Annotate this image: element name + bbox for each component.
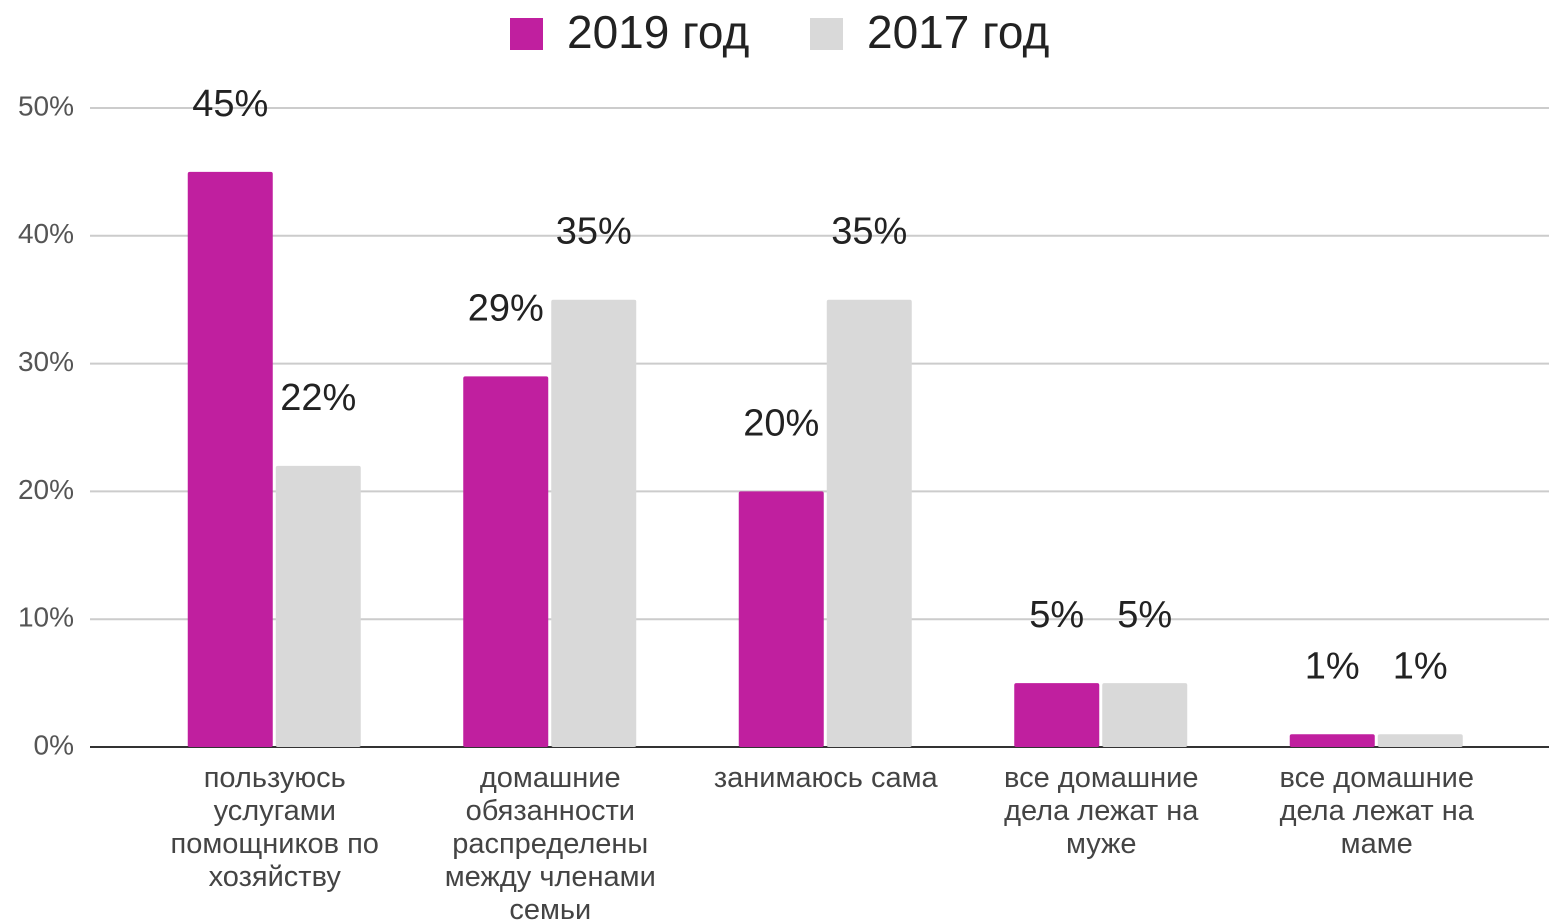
x-tick-label: пользуюсь услугами помощников по хозяйст… bbox=[170, 762, 379, 893]
value-label: 35% bbox=[556, 211, 632, 253]
bar bbox=[1014, 683, 1100, 747]
legend-swatch bbox=[510, 18, 543, 50]
y-tick-label: 40% bbox=[18, 218, 74, 249]
x-tick-label: домашние обязанности распределены между … bbox=[444, 762, 656, 923]
value-label: 1% bbox=[1393, 645, 1448, 687]
bar bbox=[551, 299, 637, 747]
bar bbox=[826, 299, 912, 747]
value-label: 29% bbox=[468, 287, 544, 329]
y-tick-label: 0% bbox=[34, 729, 74, 760]
legend-label: 2019 год bbox=[567, 6, 749, 58]
bar bbox=[1102, 683, 1188, 747]
bar bbox=[1289, 734, 1375, 747]
value-label: 1% bbox=[1305, 645, 1360, 687]
y-tick-label: 50% bbox=[18, 90, 74, 121]
bar bbox=[463, 376, 549, 747]
bar bbox=[1377, 734, 1463, 747]
y-tick-label: 20% bbox=[18, 474, 74, 505]
value-label: 5% bbox=[1029, 594, 1084, 636]
value-label: 35% bbox=[831, 211, 907, 253]
y-tick-label: 30% bbox=[18, 346, 74, 377]
x-tick-label: все домашние дела лежат на муже bbox=[1004, 762, 1199, 860]
y-tick-label: 10% bbox=[18, 602, 74, 633]
value-label: 22% bbox=[280, 377, 356, 419]
bar bbox=[275, 465, 361, 747]
x-tick-label: все домашние дела лежат на маме bbox=[1279, 762, 1475, 860]
bar bbox=[738, 491, 824, 747]
value-label: 5% bbox=[1117, 594, 1172, 636]
legend-swatch bbox=[810, 18, 843, 50]
value-label: 45% bbox=[192, 83, 268, 125]
legend-label: 2017 год bbox=[867, 6, 1049, 58]
bar bbox=[187, 171, 273, 747]
x-tick-label: занимаюсь сама bbox=[713, 762, 938, 794]
value-label: 20% bbox=[743, 402, 819, 444]
